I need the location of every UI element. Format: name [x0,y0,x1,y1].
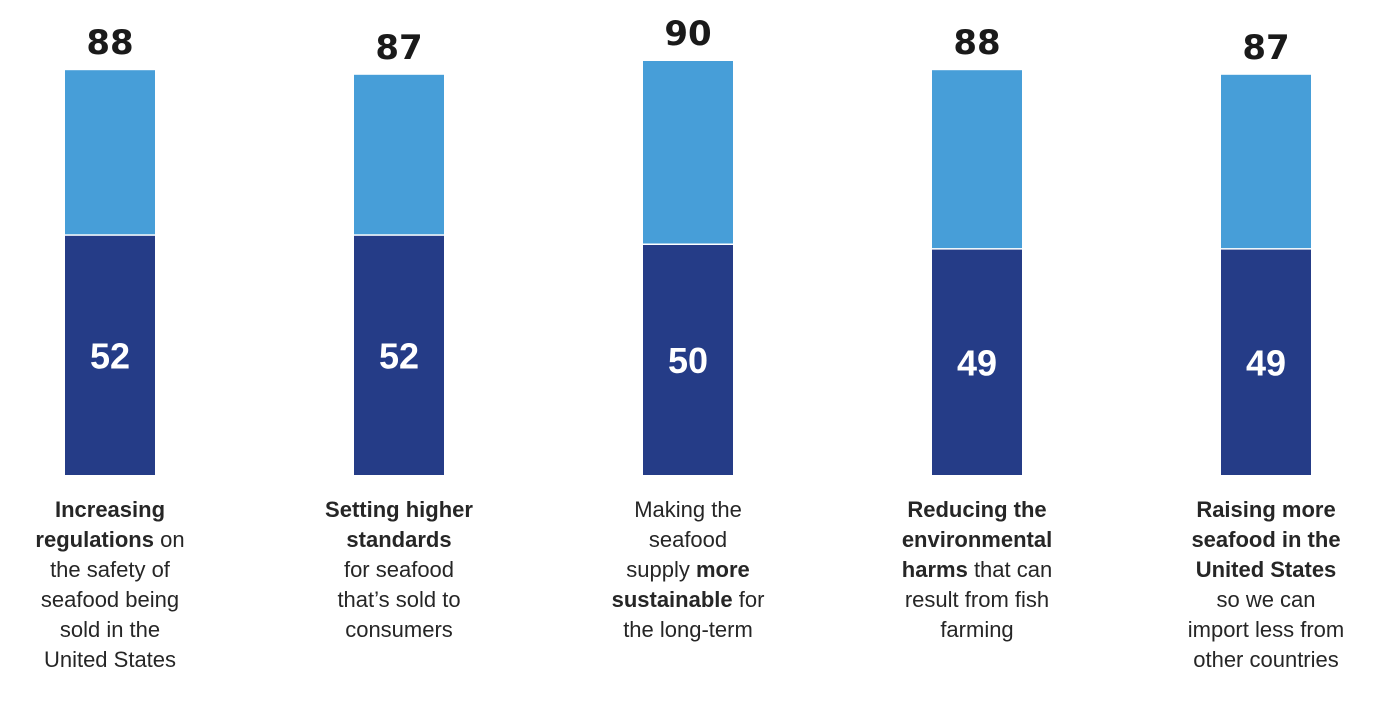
bar-segment-lower [354,235,444,475]
bar-segment-lower [65,235,155,475]
category-label: Making the seafood supply more sustainable … [611,497,765,642]
bar-segment-upper [1221,74,1311,249]
bar-value-label: 52 [379,335,419,376]
category-label: Increasing regulations on the safety of sea… [35,497,185,672]
bar-segment-upper [354,74,444,235]
bar-value-label: 49 [1246,342,1286,383]
bar-segment-upper [932,70,1022,249]
bar-total-label: 87 [375,28,422,68]
bar-segment-upper [643,61,733,244]
bar-value-label: 50 [668,340,708,381]
bar-total-label: 88 [86,23,133,63]
bar-value-label: 52 [90,335,130,376]
bar-total-label: 87 [1242,28,1289,68]
category-label: Reducing the environmental harms that can r… [901,497,1053,642]
bar-segment-lower [932,249,1022,475]
bar-total-label: 90 [664,14,711,54]
bar-total-label: 88 [953,23,1000,63]
category-label: Raising more seafood in the United States s… [1187,497,1345,672]
bar-segment-lower [1221,249,1311,475]
bar-value-label: 49 [957,342,997,383]
bar-segment-upper [65,70,155,235]
bar-segment-lower [643,245,733,475]
chart-plot-area: 52 88 52 87 50 90 49 88 49 87 [65,14,1311,475]
category-label: Setting higher standards for seafood that’s… [325,497,473,642]
